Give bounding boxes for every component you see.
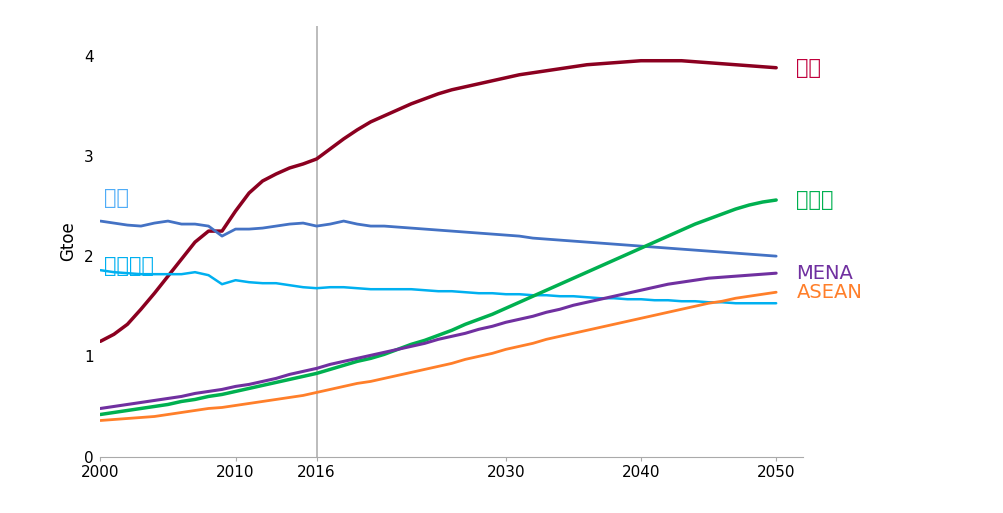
- Text: インド: インド: [795, 190, 833, 210]
- Text: 中国: 中国: [795, 58, 820, 78]
- Text: ASEAN: ASEAN: [795, 283, 862, 302]
- Text: MENA: MENA: [795, 264, 853, 283]
- Y-axis label: Gtoe: Gtoe: [59, 221, 76, 261]
- Text: 欧州連合: 欧州連合: [104, 256, 154, 276]
- Text: 米国: 米国: [104, 188, 129, 208]
